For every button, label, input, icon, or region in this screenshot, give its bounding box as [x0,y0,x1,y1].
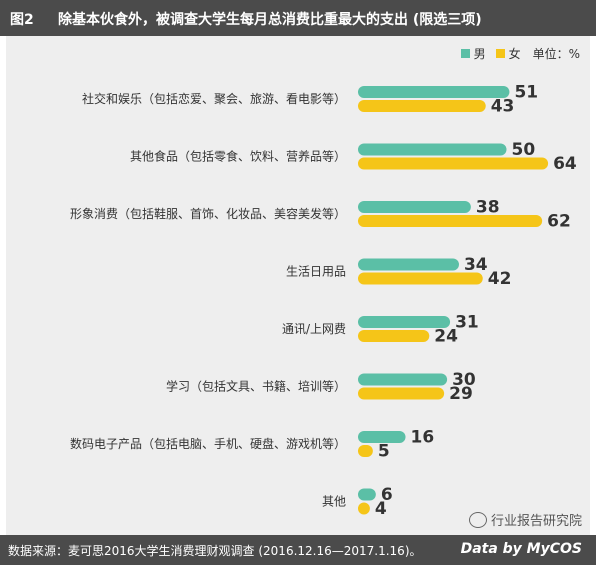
legend: 男 女 单位：% [460,45,580,62]
bar-male [358,431,406,443]
bar-male [358,143,507,156]
value-label-female: 42 [488,269,512,289]
bar-female [358,100,486,112]
watermark-text: 行业报告研究院 [490,514,582,529]
category-label: 学习（包括文具、书籍、培训等） [166,379,346,394]
value-label-male: 6 [381,485,393,505]
legend-female-swatch [495,49,505,58]
watermark: 行业报告研究院 [468,510,582,529]
value-label-female: 43 [491,97,515,117]
value-label-male: 34 [464,255,488,275]
legend-unit: 单位：% [532,47,580,61]
legend-male-swatch [460,49,470,58]
category-label: 社交和娱乐（包括恋爱、聚会、旅游、看电影等） [82,91,346,106]
bar-male [358,258,459,271]
legend-male-label: 男 [473,47,486,61]
value-label-male: 38 [476,198,500,218]
bar-female [358,215,543,227]
value-label-male: 30 [452,370,476,390]
bar-male [358,86,510,98]
chart-footer: 数据来源：麦可思2016大学生消费理财观调查 (2016.12.16—2017.… [0,535,596,565]
category-label: 其他 [322,495,346,509]
category-label: 其他食品（包括零食、饮料、营养品等） [130,149,346,164]
bar-male [358,488,376,501]
category-label: 数码电子产品（包括电脑、手机、硬盘、游戏机等） [70,436,346,451]
bar-male [358,201,471,213]
bar-female [358,330,430,342]
wechat-icon [468,511,487,528]
category-label: 形象消费（包括鞋服、首饰、化妆品、美容美发等） [70,206,346,221]
brand-logo: Data by MyCOS [460,541,582,557]
chart-header: 图2 除基本伙食外，被调查大学生每月总消费比重最大的支出 (限选三项) [0,0,596,36]
value-label-female: 24 [434,327,458,347]
bar-female [358,272,483,285]
source-note: 数据来源：麦可思2016大学生消费理财观调查 (2016.12.16—2017.… [8,544,422,558]
value-label-female: 29 [449,384,473,404]
value-label-female: 4 [375,499,387,519]
value-label-male: 50 [512,140,536,160]
category-label: 生活日用品 [286,265,346,279]
bar-male [358,373,448,386]
value-label-male: 31 [455,313,479,333]
value-label-female: 5 [378,442,390,462]
value-label-male: 51 [514,83,538,103]
chart-title: 除基本伙食外，被调查大学生每月总消费比重最大的支出 (限选三项) [58,12,482,28]
figure-label: 图2 [10,12,34,28]
bar-female [358,445,373,457]
value-label-female: 64 [553,154,577,174]
chart-panel [6,36,590,535]
bar-female [358,387,445,400]
bar-female [358,157,549,170]
bar-male [358,316,451,328]
value-label-female: 62 [547,212,571,232]
category-label: 通讯/上网费 [282,322,346,336]
value-label-male: 16 [411,428,435,448]
legend-female-label: 女 [508,47,521,61]
bar-female [358,502,370,515]
